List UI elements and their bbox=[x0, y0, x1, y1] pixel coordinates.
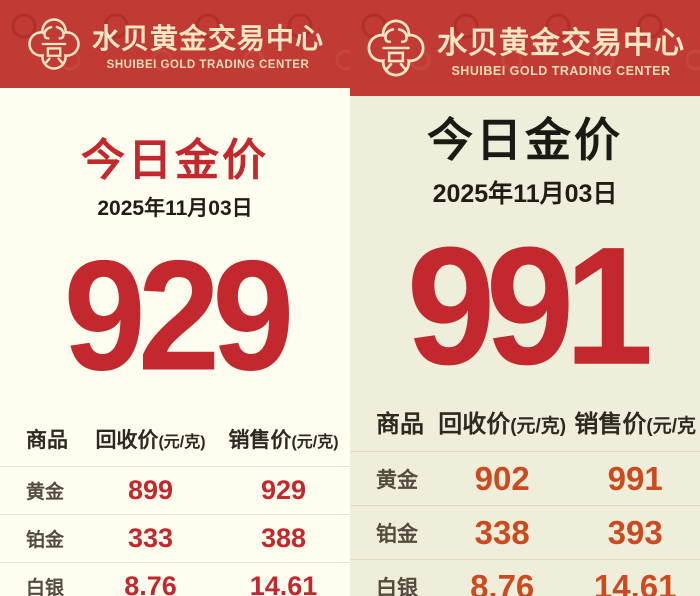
left-col-sale: 销售价(元/克) bbox=[228, 429, 339, 452]
shuibei-logo-icon bbox=[365, 17, 427, 79]
left-col-sale-unit: (元/克) bbox=[291, 434, 339, 451]
left-price-panel: 水贝黄金交易中心 SHUIBEI GOLD TRADING CENTER 今日金… bbox=[0, 0, 350, 596]
table-row: 黄金 902 991 bbox=[350, 451, 700, 506]
product-name: 黄金 bbox=[0, 466, 84, 515]
sale-price: 929 bbox=[217, 466, 350, 515]
brand-name-cn: 水贝黄金交易中心 bbox=[91, 23, 324, 54]
sale-price: 393 bbox=[570, 505, 700, 560]
product-name: 黄金 bbox=[350, 451, 434, 506]
table-row: 铂金 338 393 bbox=[350, 505, 700, 560]
right-price-table: 商品 回收价(元/克) 销售价(元/克 黄金 902 991 铂金 338 39… bbox=[350, 404, 700, 596]
recycle-price: 899 bbox=[84, 466, 217, 515]
brand-name-en: SHUIBEI GOLD TRADING CENTER bbox=[451, 64, 671, 78]
table-row: 白银 8.76 14.61 bbox=[0, 562, 350, 596]
right-table-header-row: 商品 回收价(元/克) 销售价(元/克 bbox=[350, 404, 700, 452]
brand-name-cn: 水贝黄金交易中心 bbox=[437, 27, 685, 60]
sale-price: 388 bbox=[217, 514, 350, 563]
left-col-recycle: 回收价(元/克) bbox=[95, 429, 206, 452]
brand-text: 水贝黄金交易中心 SHUIBEI GOLD TRADING CENTER bbox=[437, 18, 685, 78]
sale-price: 991 bbox=[570, 451, 700, 506]
table-row: 白银 8.76 14.61 bbox=[350, 559, 700, 596]
right-col-sale-unit: (元/克 bbox=[646, 416, 696, 437]
left-date: 2025年11月03日 bbox=[97, 197, 253, 220]
recycle-price: 8.76 bbox=[434, 559, 571, 596]
sale-price: 14.61 bbox=[217, 562, 350, 596]
right-col-recycle: 回收价(元/克) bbox=[438, 411, 567, 438]
right-brand-header: 水贝黄金交易中心 SHUIBEI GOLD TRADING CENTER bbox=[350, 0, 700, 96]
product-name: 铂金 bbox=[0, 514, 84, 563]
table-row: 黄金 899 929 bbox=[0, 466, 350, 515]
recycle-price: 902 bbox=[434, 451, 571, 506]
recycle-price: 333 bbox=[84, 514, 217, 563]
product-name: 铂金 bbox=[350, 505, 434, 560]
right-headline-price: 991 bbox=[406, 211, 654, 400]
right-page-title: 今日金价 bbox=[427, 114, 623, 166]
right-date: 2025年11月03日 bbox=[432, 180, 618, 208]
left-col-product: 商品 bbox=[26, 429, 68, 452]
left-headline-price: 929 bbox=[63, 228, 295, 404]
recycle-price: 338 bbox=[434, 505, 571, 560]
product-name: 白银 bbox=[350, 559, 434, 596]
left-col-recycle-unit: (元/克) bbox=[158, 434, 206, 451]
shuibei-logo-icon bbox=[26, 16, 82, 72]
left-table-header-row: 商品 回收价(元/克) 销售价(元/克) bbox=[0, 424, 350, 467]
recycle-price: 8.76 bbox=[84, 562, 217, 596]
left-page-title: 今日金价 bbox=[81, 136, 269, 185]
right-col-sale: 销售价(元/克 bbox=[574, 411, 696, 438]
left-brand-header: 水贝黄金交易中心 SHUIBEI GOLD TRADING CENTER bbox=[0, 0, 350, 88]
right-col-recycle-unit: (元/克) bbox=[510, 416, 567, 437]
product-name: 白银 bbox=[0, 562, 84, 596]
brand-text: 水贝黄金交易中心 SHUIBEI GOLD TRADING CENTER bbox=[92, 17, 324, 71]
right-price-panel: 水贝黄金交易中心 SHUIBEI GOLD TRADING CENTER 今日金… bbox=[350, 0, 700, 596]
brand-name-en: SHUIBEI GOLD TRADING CENTER bbox=[106, 59, 310, 71]
table-row: 铂金 333 388 bbox=[0, 514, 350, 563]
sale-price: 14.61 bbox=[570, 559, 700, 596]
left-price-table: 商品 回收价(元/克) 销售价(元/克) 黄金 899 929 铂金 333 3… bbox=[0, 424, 350, 596]
right-col-product: 商品 bbox=[376, 411, 424, 438]
